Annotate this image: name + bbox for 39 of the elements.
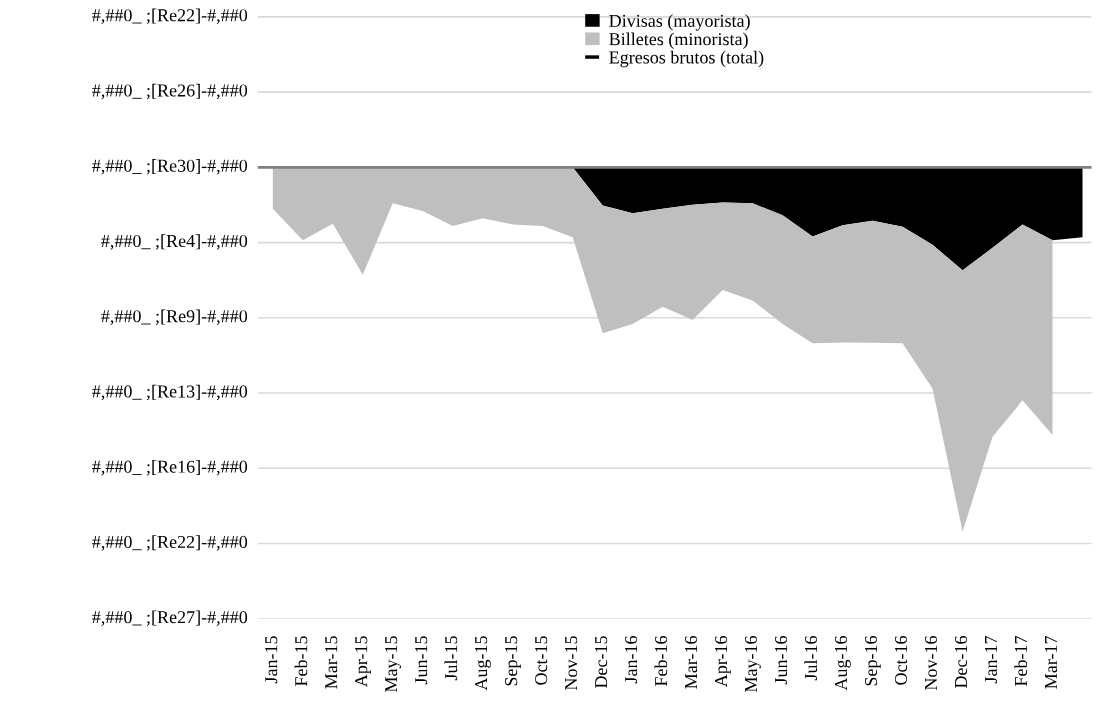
x-tick-label: Apr-15 bbox=[355, 636, 371, 688]
text: #,##0_ ;[Re22]-#,##0 bbox=[92, 8, 248, 24]
x-tick-label: Feb-17 bbox=[1014, 635, 1028, 687]
x-tick-label: Jan-17 bbox=[984, 635, 998, 684]
x-tick-label: May-16 bbox=[744, 635, 761, 693]
x-tick-label: May-15 bbox=[385, 636, 401, 693]
text: #,##0_ ;[Re16]-#,##0 bbox=[92, 460, 248, 476]
x-tick-label: Sep-15 bbox=[505, 636, 521, 686]
x-tick-label: Nov-16 bbox=[924, 635, 938, 691]
text: #,##0_ ;[Re4]-#,##0 bbox=[101, 234, 248, 250]
x-tick-label: Jul-16 bbox=[804, 635, 818, 681]
legend-label: Egresos brutos (total) bbox=[609, 50, 764, 68]
text: #,##0_ ;[Re22]-#,##0 bbox=[92, 535, 248, 551]
x-tick-label: Jun-16 bbox=[775, 635, 788, 685]
text: #,##0_ ;[Re13]-#,##0 bbox=[92, 384, 248, 401]
x-tick-label: Nov-15 bbox=[565, 636, 578, 691]
x-tick-label: Apr-16 bbox=[715, 635, 731, 688]
x-tick-label: Oct-16 bbox=[894, 635, 908, 685]
text: #,##0_ ;[Re30]-#,##0 bbox=[92, 159, 248, 175]
x-tick-label: Jul-15 bbox=[444, 636, 458, 681]
x-tick-label: Feb-16 bbox=[654, 635, 668, 687]
x-tick-label: Jun-15 bbox=[415, 636, 428, 685]
x-tick-label: Mar-16 bbox=[685, 635, 698, 689]
x-tick-label: Aug-16 bbox=[834, 635, 851, 691]
legend-label: Divisas (mayorista) bbox=[609, 14, 750, 31]
x-tick-label: Dec-15 bbox=[595, 636, 608, 689]
x-tick-label: Aug-15 bbox=[475, 636, 491, 691]
text: #,##0_ ;[Re26]-#,##0 bbox=[92, 83, 248, 100]
x-tick-label: Sep-16 bbox=[864, 635, 881, 686]
x-tick-label: Feb-15 bbox=[294, 636, 308, 687]
x-tick-label: Mar-17 bbox=[1044, 635, 1058, 689]
text: #,##0_ ;[Re27]-#,##0 bbox=[92, 610, 248, 626]
x-tick-label: Dec-16 bbox=[954, 635, 968, 689]
legend-label: Billetes (minorista) bbox=[609, 32, 748, 49]
x-tick-label: Mar-15 bbox=[325, 636, 338, 689]
x-tick-label: Jan-15 bbox=[265, 636, 278, 684]
x-tick-label: Jan-16 bbox=[625, 635, 638, 684]
text: #,##0_ ;[Re9]-#,##0 bbox=[101, 309, 248, 325]
x-tick-label: Oct-15 bbox=[535, 636, 548, 685]
